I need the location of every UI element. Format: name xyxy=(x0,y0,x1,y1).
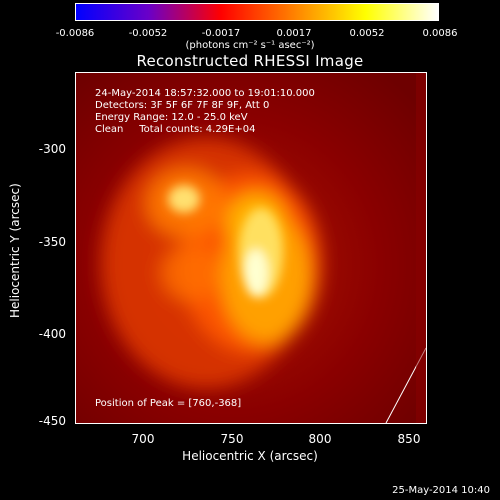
colorbar-tick: -0.0017 xyxy=(201,28,241,39)
energy-range-text: Energy Range: 12.0 - 25.0 keV xyxy=(95,112,248,123)
colorbar-units: (photons cm⁻² s⁻¹ asec⁻²) xyxy=(185,40,315,51)
colorbar-tick: 0.0017 xyxy=(276,28,312,39)
time-range-text: 24-May-2014 18:57:32.000 to 19:01:10.000 xyxy=(95,88,315,99)
clean-counts-text: Clean Total counts: 4.29E+04 xyxy=(95,124,256,135)
x-tick-label: 750 xyxy=(220,432,244,446)
y-tick-label: -400 xyxy=(38,327,66,341)
timestamp: 25-May-2014 10:40 xyxy=(392,485,490,496)
y-tick-label: -450 xyxy=(38,414,66,428)
colorbar-tick: 0.0052 xyxy=(349,28,385,39)
colorbar-tick: -0.0052 xyxy=(128,28,168,39)
x-tick-label: 800 xyxy=(308,432,332,446)
image-title: Reconstructed RHESSI Image xyxy=(136,52,364,70)
x-tick-label: 850 xyxy=(397,432,421,446)
colorbar xyxy=(75,3,439,21)
colorbar-tick: 0.0086 xyxy=(422,28,458,39)
x-axis-title: Heliocentric X (arcsec) xyxy=(182,449,318,463)
detectors-text: Detectors: 3F 5F 6F 7F 8F 9F, Att 0 xyxy=(95,100,270,111)
x-tick-label: 700 xyxy=(131,432,155,446)
y-tick-label: -300 xyxy=(38,142,66,156)
y-axis-title: Heliocentric Y (arcsec) xyxy=(8,182,22,318)
rhessi-image xyxy=(75,72,427,424)
y-tick-label: -350 xyxy=(38,235,66,249)
image-canvas xyxy=(76,73,426,423)
colorbar-tick: -0.0086 xyxy=(55,28,95,39)
peak-position-text: Position of Peak = [760,-368] xyxy=(95,398,242,409)
